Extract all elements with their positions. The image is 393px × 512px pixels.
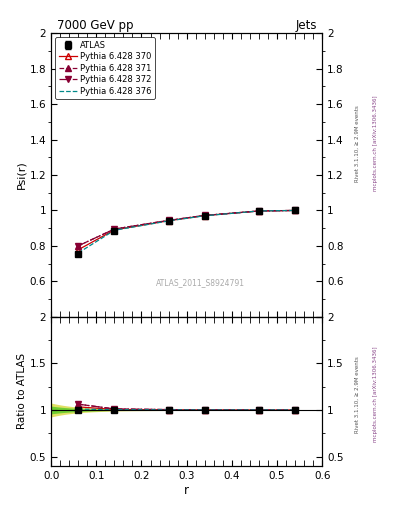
Y-axis label: Psi(r): Psi(r) — [17, 161, 27, 189]
Pythia 6.428 370 — [76, 247, 81, 253]
Pythia 6.428 370 — [202, 212, 207, 219]
Line: Pythia 6.428 371: Pythia 6.428 371 — [75, 208, 298, 249]
Text: 7000 GeV pp: 7000 GeV pp — [57, 19, 133, 32]
Pythia 6.428 371 — [76, 243, 81, 249]
Pythia 6.428 376 — [293, 207, 298, 214]
Pythia 6.428 371 — [112, 226, 117, 232]
Text: ATLAS_2011_S8924791: ATLAS_2011_S8924791 — [156, 278, 245, 287]
Text: mcplots.cern.ch [arXiv:1306.3436]: mcplots.cern.ch [arXiv:1306.3436] — [373, 96, 378, 191]
X-axis label: r: r — [184, 483, 189, 497]
Y-axis label: Ratio to ATLAS: Ratio to ATLAS — [17, 353, 27, 430]
Pythia 6.428 370 — [166, 218, 171, 224]
Pythia 6.428 371 — [257, 208, 261, 214]
Pythia 6.428 372 — [202, 212, 207, 219]
Pythia 6.428 372 — [76, 243, 81, 249]
Pythia 6.428 372 — [257, 208, 261, 214]
Line: Pythia 6.428 372: Pythia 6.428 372 — [75, 208, 298, 249]
Pythia 6.428 371 — [202, 212, 207, 219]
Pythia 6.428 372 — [293, 207, 298, 214]
Pythia 6.428 376 — [202, 212, 207, 219]
Text: Rivet 3.1.10, ≥ 2.9M events: Rivet 3.1.10, ≥ 2.9M events — [355, 356, 360, 433]
Text: Jets: Jets — [295, 19, 317, 32]
Pythia 6.428 370 — [293, 207, 298, 214]
Pythia 6.428 370 — [112, 227, 117, 233]
Line: Pythia 6.428 370: Pythia 6.428 370 — [75, 208, 298, 252]
Pythia 6.428 372 — [166, 217, 171, 223]
Pythia 6.428 371 — [166, 217, 171, 223]
Legend: ATLAS, Pythia 6.428 370, Pythia 6.428 371, Pythia 6.428 372, Pythia 6.428 376: ATLAS, Pythia 6.428 370, Pythia 6.428 37… — [55, 37, 155, 99]
Text: mcplots.cern.ch [arXiv:1306.3436]: mcplots.cern.ch [arXiv:1306.3436] — [373, 347, 378, 442]
Pythia 6.428 376 — [112, 227, 117, 233]
Pythia 6.428 376 — [166, 218, 171, 224]
Text: Rivet 3.1.10, ≥ 2.9M events: Rivet 3.1.10, ≥ 2.9M events — [355, 105, 360, 182]
Pythia 6.428 370 — [257, 208, 261, 214]
Pythia 6.428 376 — [257, 208, 261, 214]
Pythia 6.428 376 — [76, 250, 81, 256]
Pythia 6.428 371 — [293, 207, 298, 214]
Line: Pythia 6.428 376: Pythia 6.428 376 — [78, 210, 295, 253]
Pythia 6.428 372 — [112, 226, 117, 232]
